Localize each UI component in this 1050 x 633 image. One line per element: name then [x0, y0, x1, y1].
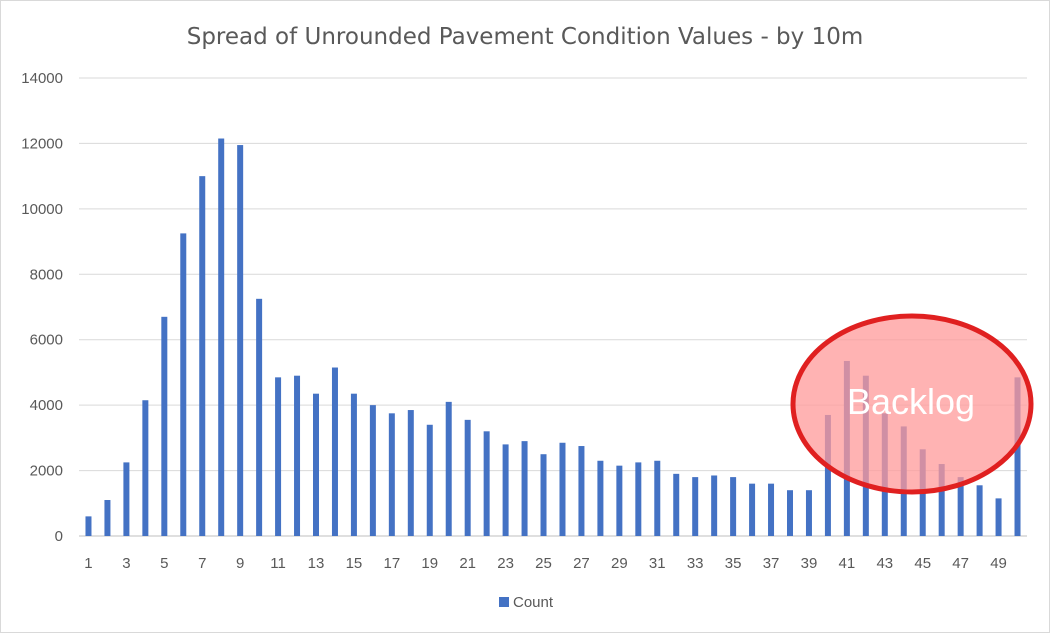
bar [578, 446, 585, 536]
y-tick-label: 8000 [30, 266, 63, 283]
bar [445, 401, 452, 536]
bar [938, 464, 945, 536]
bar [123, 462, 130, 536]
legend: Count [499, 594, 554, 611]
bar [559, 442, 566, 536]
y-tick-label: 14000 [21, 70, 63, 87]
x-tick-label: 7 [198, 555, 206, 572]
bar [1014, 377, 1021, 536]
bar [350, 393, 357, 536]
x-tick-label: 45 [914, 555, 931, 572]
x-tick-label: 33 [687, 555, 704, 572]
bar [805, 490, 812, 536]
y-tick-label: 10000 [21, 201, 63, 218]
y-axis-ticks: 0 2000 4000 6000 8000 10000 12000 14000 [21, 70, 63, 545]
bar [331, 367, 338, 536]
x-tick-label: 27 [573, 555, 590, 572]
x-tick-label: 43 [876, 555, 893, 572]
bar [275, 377, 282, 536]
gridlines [79, 77, 1027, 537]
bar [673, 473, 680, 536]
bar [294, 375, 301, 536]
x-tick-label: 29 [611, 555, 628, 572]
bar [692, 477, 699, 536]
bar [749, 483, 756, 536]
y-tick-label: 0 [55, 528, 63, 545]
bar [616, 465, 623, 536]
bar [161, 316, 168, 536]
chart-title: Spread of Unrounded Pavement Condition V… [187, 24, 864, 50]
bar [256, 298, 263, 536]
x-tick-label: 1 [84, 555, 92, 572]
bar [521, 441, 528, 536]
y-tick-label: 2000 [30, 463, 63, 480]
x-tick-label: 25 [535, 555, 552, 572]
x-tick-label: 31 [649, 555, 666, 572]
backlog-label: Backlog [847, 381, 975, 422]
bar [407, 410, 414, 536]
y-tick-label: 6000 [30, 332, 63, 349]
x-tick-label: 9 [236, 555, 244, 572]
x-tick-label: 39 [801, 555, 818, 572]
bar [540, 454, 547, 536]
x-tick-label: 5 [160, 555, 168, 572]
x-tick-label: 41 [839, 555, 856, 572]
bar [654, 460, 661, 536]
bar [711, 475, 718, 536]
bar [426, 424, 433, 536]
legend-label-count: Count [513, 594, 554, 611]
y-tick-label: 4000 [30, 397, 63, 414]
bar [237, 145, 244, 536]
x-tick-label: 19 [421, 555, 438, 572]
bar [635, 462, 642, 536]
bar [976, 485, 983, 536]
x-tick-label: 3 [122, 555, 130, 572]
bar [483, 431, 490, 536]
backlog-ellipse [790, 313, 1034, 495]
bar [85, 516, 92, 536]
bar [824, 414, 831, 536]
bar [199, 176, 206, 536]
bar [464, 419, 471, 536]
x-tick-label: 21 [459, 555, 476, 572]
legend-swatch-count [499, 597, 509, 607]
x-tick-label: 47 [952, 555, 969, 572]
x-tick-label: 35 [725, 555, 742, 572]
x-tick-label: 49 [990, 555, 1007, 572]
bar [142, 400, 149, 536]
bar [313, 393, 319, 536]
x-tick-label: 17 [383, 555, 400, 572]
x-tick-label: 15 [346, 555, 363, 572]
bar [104, 500, 111, 536]
bar [730, 477, 737, 536]
bar [180, 233, 187, 536]
y-tick-label: 12000 [21, 135, 63, 152]
bar [502, 444, 509, 536]
x-tick-label: 13 [308, 555, 325, 572]
bar [388, 413, 395, 536]
x-tick-label: 23 [497, 555, 514, 572]
bar [218, 138, 225, 536]
bar [787, 490, 793, 536]
backlog-annotation: Backlog [790, 313, 1034, 495]
x-axis-ticks: 1 3 5 7 9 11 13 15 17 19 21 23 25 27 29 31 33 35 37 39 41 43 4… [84, 555, 1007, 572]
x-tick-label: 37 [763, 555, 780, 572]
bar [957, 477, 964, 536]
bar [768, 483, 775, 536]
bar [369, 405, 376, 536]
bar [995, 498, 1002, 536]
x-tick-label: 11 [270, 555, 286, 572]
bar [597, 460, 604, 536]
